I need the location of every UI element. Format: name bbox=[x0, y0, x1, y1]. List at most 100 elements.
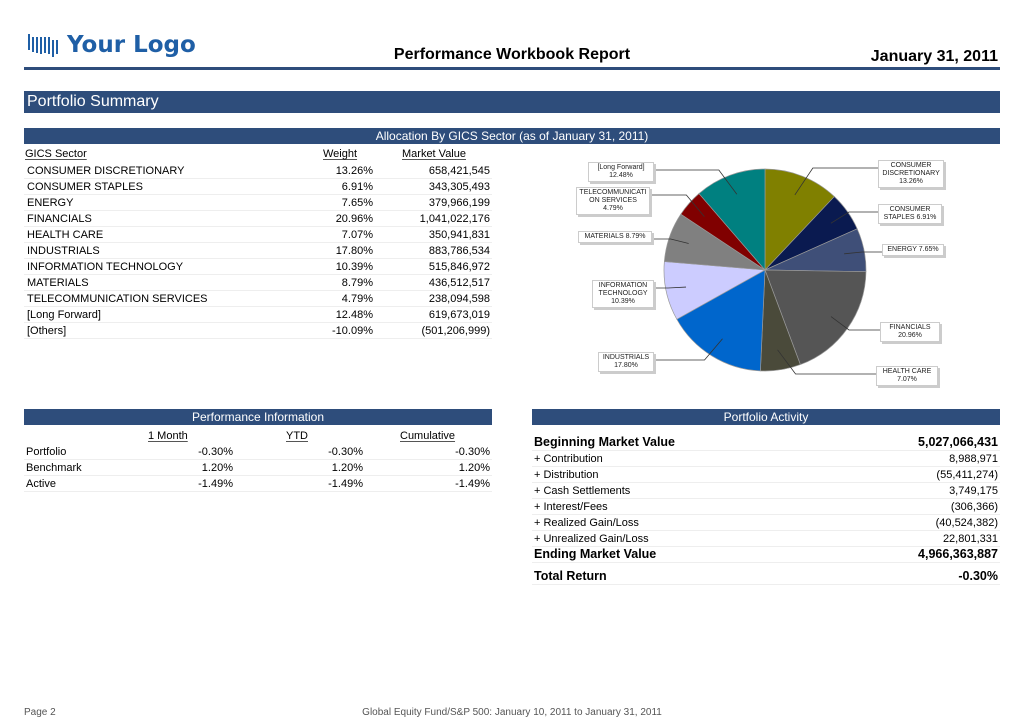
sector-name: INFORMATION TECHNOLOGY bbox=[27, 261, 184, 273]
sector-weight: 12.48% bbox=[335, 309, 373, 321]
col-1-month: 1 Month bbox=[148, 430, 188, 442]
ending-market-value: Ending Market Value 4,966,363,887 bbox=[532, 545, 1000, 563]
sector-market-value: 436,512,517 bbox=[428, 277, 490, 289]
sector-market-value: (501,206,999) bbox=[421, 325, 491, 337]
activity-row-value: 3,749,175 bbox=[949, 485, 998, 497]
pie-label-percent: 12.48% bbox=[609, 172, 633, 179]
pie-label-percent: 7.07% bbox=[897, 376, 917, 383]
pie-slice bbox=[764, 168, 835, 271]
beginning-market-value-label: Beginning Market Value bbox=[534, 435, 676, 449]
pie-label-category: TELECOMMUNICATI ON SERVICES bbox=[579, 189, 647, 204]
value-ytd: 1.20% bbox=[331, 462, 363, 474]
table-row: CONSUMER DISCRETIONARY 13.26% 658,421,545 bbox=[24, 163, 492, 179]
pie-label-percent: 10.39% bbox=[611, 298, 635, 305]
activity-row-label: + Cash Settlements bbox=[534, 485, 631, 497]
value-1-month: 1.20% bbox=[201, 462, 233, 474]
performance-header: Performance Information bbox=[24, 409, 492, 425]
sector-name: HEALTH CARE bbox=[27, 229, 104, 241]
sector-market-value: 343,305,493 bbox=[428, 181, 490, 193]
sector-name: MATERIALS bbox=[27, 277, 89, 289]
activity-row-label: + Contribution bbox=[534, 453, 603, 465]
activity-row-label: + Realized Gain/Loss bbox=[534, 517, 639, 529]
col-sector: GICS Sector bbox=[25, 148, 87, 160]
value-ytd: -1.49% bbox=[328, 478, 363, 490]
leader-line bbox=[794, 167, 878, 196]
pie-slice bbox=[764, 269, 867, 366]
beginning-market-value: Beginning Market Value 5,027,066,431 bbox=[532, 433, 1000, 451]
pie-label-category: HEALTH CARE bbox=[882, 368, 932, 375]
sector-weight: 17.80% bbox=[335, 245, 373, 257]
leader-line bbox=[652, 238, 689, 244]
sector-weight: 6.91% bbox=[341, 181, 373, 193]
sector-pie-chart bbox=[650, 167, 882, 375]
pie-label-percent: 13.26% bbox=[899, 178, 923, 185]
table-row: [Long Forward] 12.48% 619,673,019 bbox=[24, 307, 492, 323]
value-cumulative: -1.49% bbox=[455, 478, 490, 490]
activity-row: + Cash Settlements 3,749,175 bbox=[532, 483, 1000, 499]
report-title: Performance Workbook Report bbox=[393, 46, 631, 63]
sector-market-value: 883,786,534 bbox=[428, 245, 490, 257]
sector-name: [Long Forward] bbox=[27, 309, 101, 321]
pie-data-label: [Long Forward] 12.48% bbox=[588, 162, 654, 182]
pie-label-category: CONSUMER DISCRETIONARY bbox=[882, 162, 940, 177]
allocation-header: Allocation By GICS Sector (as of January… bbox=[24, 128, 1000, 144]
total-return-label: Total Return bbox=[534, 569, 607, 583]
col-ytd: YTD bbox=[286, 430, 308, 442]
leader-line bbox=[830, 211, 878, 224]
table-row: INFORMATION TECHNOLOGY 10.39% 515,846,972 bbox=[24, 259, 492, 275]
sector-name: TELECOMMUNICATION SERVICES bbox=[27, 293, 208, 305]
pie-label-category: FINANCIALS bbox=[889, 324, 931, 331]
pie-label-percent: 20.96% bbox=[898, 332, 922, 339]
sector-weight: 7.07% bbox=[341, 229, 373, 241]
col-cumulative: Cumulative bbox=[400, 430, 456, 442]
footer-range: Global Equity Fund/S&P 500: January 10, … bbox=[362, 707, 662, 718]
pie-label-category: ENERGY bbox=[887, 246, 917, 253]
table-row: Benchmark 1.20% 1.20% 1.20% bbox=[24, 460, 492, 476]
activity-row-value: (40,524,382) bbox=[935, 517, 998, 529]
pie-label-category: CONSUMER STAPLES bbox=[883, 206, 931, 221]
sector-market-value: 379,966,199 bbox=[428, 197, 490, 209]
total-return: Total Return -0.30% bbox=[532, 567, 1000, 585]
pie-data-label: HEALTH CARE 7.07% bbox=[876, 366, 938, 386]
sector-weight: -10.09% bbox=[332, 325, 373, 337]
value-cumulative: -0.30% bbox=[455, 446, 490, 458]
value-cumulative: 1.20% bbox=[458, 462, 490, 474]
pie-label-percent: 7.65% bbox=[918, 246, 939, 253]
sector-weight: 7.65% bbox=[341, 197, 373, 209]
sector-weight: 20.96% bbox=[335, 213, 373, 225]
ending-market-value-label: Ending Market Value bbox=[534, 547, 657, 561]
col-weight: Weight bbox=[323, 148, 358, 160]
table-row: INDUSTRIALS 17.80% 883,786,534 bbox=[24, 243, 492, 259]
sector-weight: 8.79% bbox=[341, 277, 373, 289]
leader-line bbox=[654, 286, 687, 289]
section-title: Portfolio Summary bbox=[24, 91, 1000, 113]
value-1-month: -1.49% bbox=[198, 478, 233, 490]
logo: Your Logo bbox=[27, 32, 196, 58]
pie-slice bbox=[676, 269, 766, 372]
sector-name: INDUSTRIALS bbox=[27, 245, 100, 257]
pie-label-category: INDUSTRIALS bbox=[602, 354, 650, 361]
table-row: CONSUMER STAPLES 6.91% 343,305,493 bbox=[24, 179, 492, 195]
value-1-month: -0.30% bbox=[198, 446, 233, 458]
table-row: [Others] -10.09% (501,206,999) bbox=[24, 323, 492, 339]
sector-market-value: 238,094,598 bbox=[428, 293, 490, 305]
activity-row: + Interest/Fees (306,366) bbox=[532, 499, 1000, 515]
table-row: FINANCIALS 20.96% 1,041,022,176 bbox=[24, 211, 492, 227]
header-rule bbox=[24, 67, 1000, 70]
pie-label-category: [Long Forward] bbox=[597, 164, 645, 171]
sector-weight: 10.39% bbox=[335, 261, 373, 273]
leader-line bbox=[777, 349, 876, 375]
activity-row-label: + Interest/Fees bbox=[534, 501, 608, 513]
sector-market-value: 515,846,972 bbox=[428, 261, 490, 273]
activity-row: + Realized Gain/Loss (40,524,382) bbox=[532, 515, 1000, 531]
logo-bars-icon bbox=[28, 34, 58, 57]
pie-data-label: CONSUMER STAPLES 6.91% bbox=[878, 204, 942, 224]
table-row: Portfolio -0.30% -0.30% -0.30% bbox=[24, 444, 492, 460]
activity-row-value: (306,366) bbox=[950, 501, 998, 513]
ending-market-value-value: 4,966,363,887 bbox=[918, 547, 998, 561]
pie-label-percent: 4.79% bbox=[603, 205, 623, 212]
sector-market-value: 658,421,545 bbox=[428, 165, 490, 177]
leader-line bbox=[830, 316, 880, 331]
page-number: Page 2 bbox=[24, 707, 56, 718]
leader-line bbox=[844, 251, 882, 255]
